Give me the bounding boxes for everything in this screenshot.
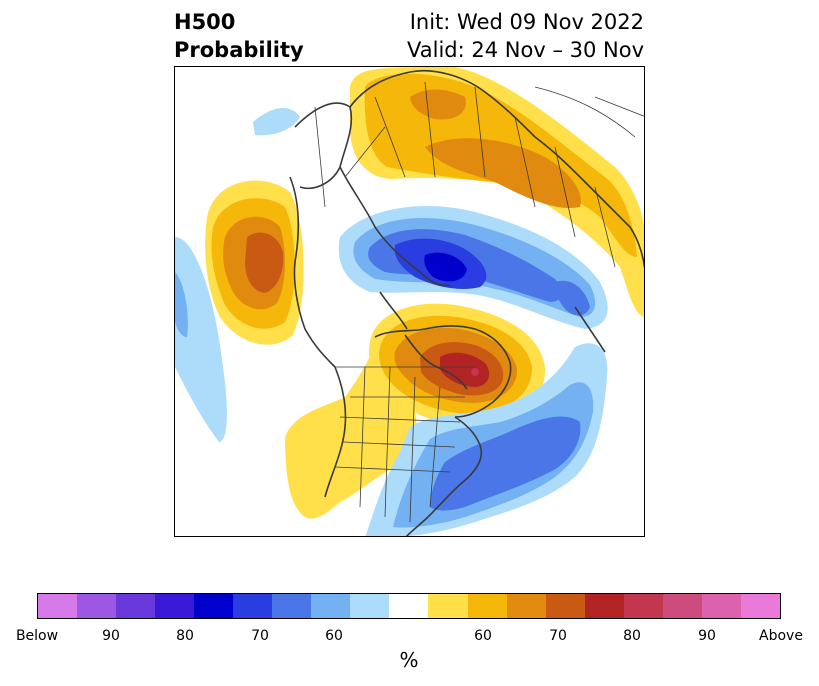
colorbar-swatch (428, 594, 468, 618)
probability-map (174, 66, 645, 537)
init-date: Init: Wed 09 Nov 2022 (409, 10, 644, 34)
colorbar-tick-label: Below (15, 628, 59, 644)
colorbar-tick-label: 80 (623, 628, 641, 644)
colorbar-tick-label: 80 (176, 628, 194, 644)
colorbar-tick-label: Above (759, 628, 803, 644)
map-title: H500 Probability (174, 8, 304, 64)
colorbar-swatch (506, 594, 546, 618)
colorbar-swatch (545, 594, 585, 618)
colorbar-tick-label: 90 (102, 628, 120, 644)
colorbar-swatch (194, 594, 234, 618)
colorbar-tick-label: 60 (325, 628, 343, 644)
colorbar-swatch (233, 594, 273, 618)
colorbar-tick-label: 60 (474, 628, 492, 644)
colorbar-swatch (701, 594, 741, 618)
colorbar-tick-label: 70 (549, 628, 567, 644)
east-pacific-negative-anomaly (175, 237, 227, 442)
valid-range: Valid: 24 Nov – 30 Nov (407, 38, 644, 62)
arctic-negative-anomaly (338, 205, 608, 329)
colorbar-unit: % (399, 648, 419, 672)
colorbar-swatch (740, 594, 780, 618)
colorbar-swatch (623, 594, 663, 618)
siberia-positive-anomaly (350, 67, 644, 317)
colorbar-swatch (467, 594, 507, 618)
colorbar-swatch (584, 594, 624, 618)
eastern-us-negative-anomaly (365, 280, 608, 536)
colorbar-swatch (662, 594, 702, 618)
map-dates: Init: Wed 09 Nov 2022 Valid: 24 Nov – 30… (407, 8, 644, 64)
colorbar-swatch (350, 594, 390, 618)
colorbar-swatch (116, 594, 156, 618)
colorbar-swatch (272, 594, 312, 618)
colorbar-swatch (155, 594, 195, 618)
map-svg (175, 67, 644, 536)
coastlines (289, 69, 644, 536)
political-boundaries (314, 81, 644, 523)
title-variable: H500 (174, 10, 236, 34)
colorbar-swatch (77, 594, 117, 618)
title-quantity: Probability (174, 38, 304, 62)
colorbar (37, 593, 781, 619)
colorbar-tick-label: 70 (251, 628, 269, 644)
bering-negative-anomaly (253, 107, 300, 136)
colorbar-swatch (389, 594, 429, 618)
colorbar-swatch (311, 594, 351, 618)
north-pacific-positive-anomaly (205, 180, 304, 345)
colorbar-tick-label: 90 (698, 628, 716, 644)
colorbar-swatch (38, 594, 78, 618)
